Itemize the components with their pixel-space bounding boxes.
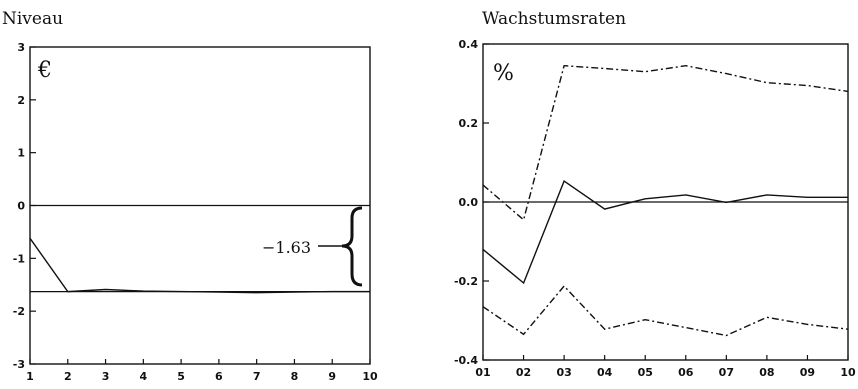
niveau-x-tick-label: 1 bbox=[26, 370, 34, 383]
niveau-y-tick-label: 0 bbox=[17, 200, 25, 213]
niveau-x-tick-label: 4 bbox=[140, 370, 148, 383]
niveau-series-line-1 bbox=[29, 237, 370, 294]
niveau-x-tick-label: 2 bbox=[64, 370, 72, 383]
wachstumsraten-unit-label: % bbox=[493, 61, 514, 86]
wachstumsraten-series-line-1 bbox=[482, 180, 848, 285]
niveau-x-tick-label: 5 bbox=[177, 370, 185, 383]
wachstumsraten-x-tick-label: 02 bbox=[516, 366, 531, 379]
wachstumsraten-y-axis: 0.4 0.2 0.0 -0.2 -0.4 bbox=[454, 38, 489, 367]
niveau-unit-label: € bbox=[37, 58, 52, 83]
wachstumsraten-x-tick-label: 10 bbox=[840, 366, 856, 379]
niveau-x-tick-label: 10 bbox=[362, 370, 378, 383]
wachstumsraten-y-tick-label: -0.2 bbox=[454, 275, 478, 288]
niveau-y-axis: 3 2 1 0 -1 -2 -3 bbox=[13, 41, 36, 371]
wachstumsraten-y-tick-label: -0.4 bbox=[454, 354, 478, 367]
niveau-x-tick-label: 6 bbox=[215, 370, 223, 383]
wachstumsraten-series-group bbox=[482, 64, 849, 337]
wachstumsraten-y-tick-label: 0.0 bbox=[459, 196, 479, 209]
wachstumsraten-x-tick-label: 06 bbox=[678, 366, 694, 379]
niveau-series-group bbox=[29, 204, 370, 294]
wachstumsraten-x-tick-label: 07 bbox=[719, 366, 734, 379]
wachstumsraten-x-tick-label: 09 bbox=[800, 366, 815, 379]
niveau-y-tick-label: 2 bbox=[17, 94, 25, 107]
niveau-x-tick-label: 3 bbox=[102, 370, 110, 383]
niveau-y-tick-label: 3 bbox=[17, 41, 25, 54]
niveau-title: Niveau bbox=[2, 9, 63, 29]
niveau-x-tick-label: 7 bbox=[253, 370, 261, 383]
niveau-y-tick-label: 1 bbox=[17, 147, 25, 160]
wachstumsraten-series-line-3 bbox=[482, 285, 849, 337]
niveau-annotation-brace bbox=[341, 206, 363, 287]
wachstumsraten-x-axis: 01 02 03 04 05 06 07 08 09 10 bbox=[475, 355, 856, 379]
niveau-x-tick-label: 9 bbox=[328, 370, 336, 383]
wachstumsraten-chart: Wachstumsraten % 0.40.20.0-0.2-0.4 01 02 0… bbox=[454, 9, 856, 379]
niveau-annotation-label: −1.63 bbox=[262, 238, 311, 257]
niveau-y-tick-label: -1 bbox=[13, 252, 25, 265]
wachstumsraten-y-tick-label: 0.2 bbox=[459, 117, 479, 130]
niveau-x-axis: 1 2 3 4 5 6 7 8 9 10 bbox=[26, 359, 378, 383]
wachstumsraten-x-tick-label: 01 bbox=[475, 366, 490, 379]
wachstumsraten-x-tick-label: 03 bbox=[556, 366, 571, 379]
wachstumsraten-x-tick-label: 05 bbox=[638, 366, 653, 379]
wachstumsraten-series-line-2 bbox=[482, 64, 849, 222]
niveau-x-tick-label: 8 bbox=[291, 370, 299, 383]
wachstumsraten-title: Wachstumsraten bbox=[482, 9, 626, 29]
wachstumsraten-x-tick-label: 04 bbox=[597, 366, 613, 379]
wachstumsraten-x-tick-label: 08 bbox=[759, 366, 774, 379]
niveau-y-tick-label: -3 bbox=[13, 358, 25, 371]
wachstumsraten-y-tick-label: 0.4 bbox=[459, 38, 479, 51]
niveau-y-tick-label: -2 bbox=[13, 305, 25, 318]
